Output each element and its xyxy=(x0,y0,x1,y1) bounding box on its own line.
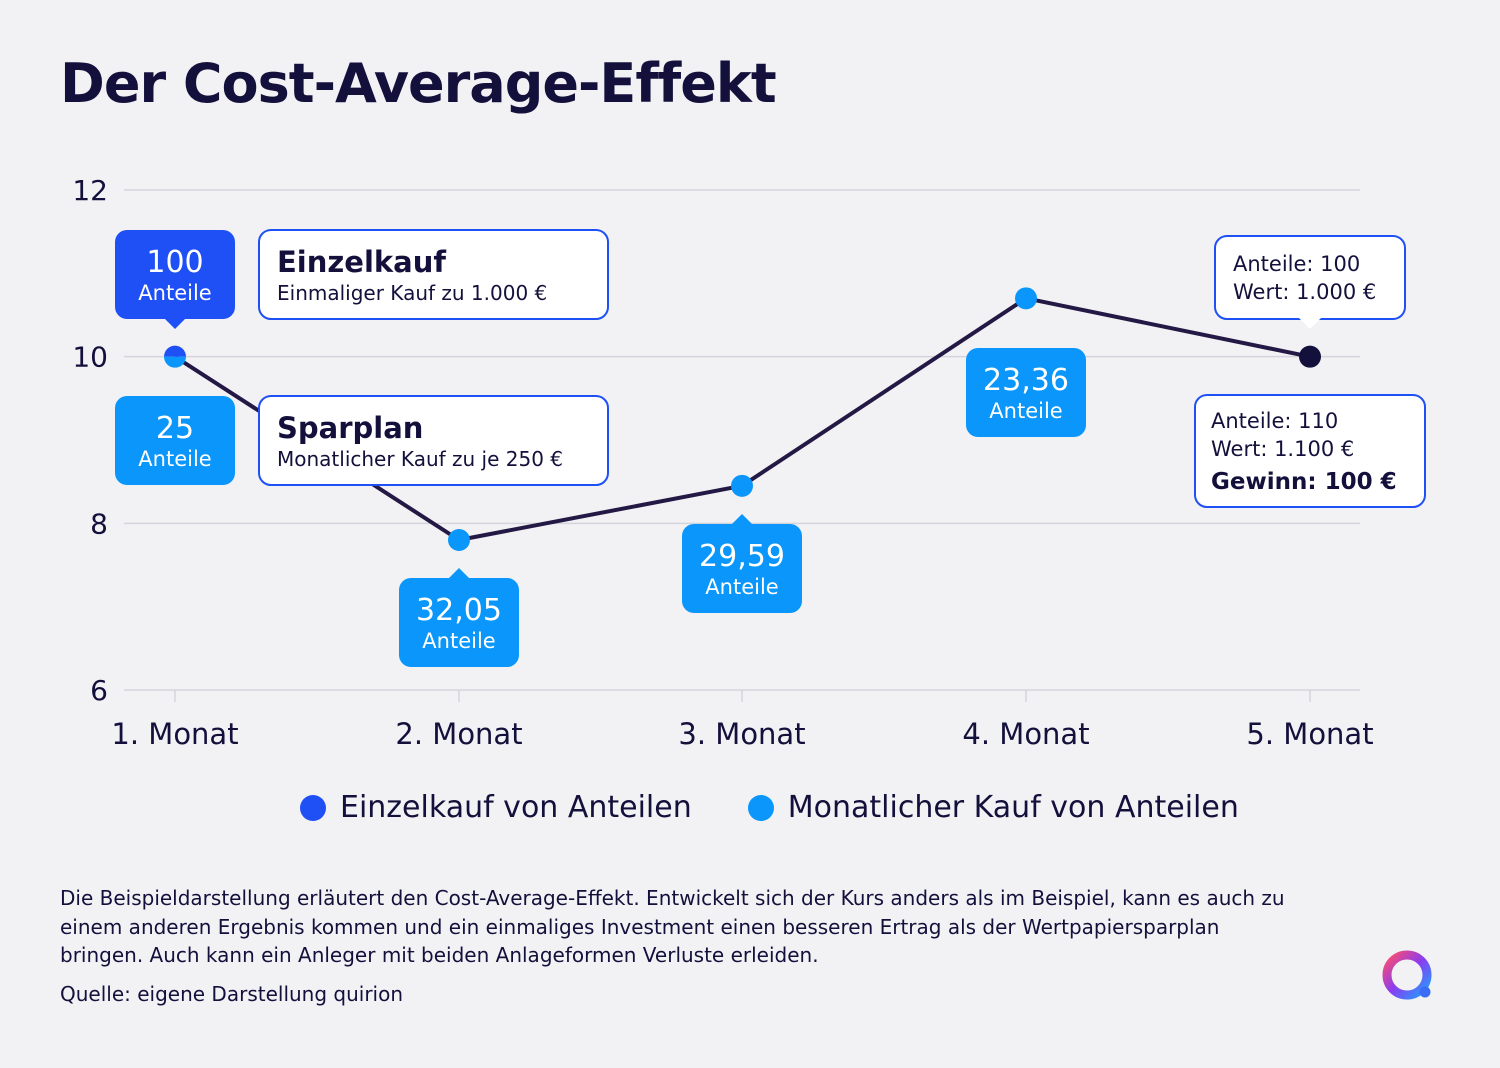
callout-pointer xyxy=(448,568,470,579)
result-box: Anteile: 110 Wert: 1.100 € Gewinn: 100 € xyxy=(1194,394,1426,508)
result-line: Wert: 1.100 € xyxy=(1211,437,1354,461)
share-value: 29,59 xyxy=(699,539,785,574)
point-monatlich xyxy=(1015,287,1037,310)
callout-box xyxy=(115,396,235,485)
y-tick-label: 12 xyxy=(72,174,108,207)
x-tick-label: 4. Monat xyxy=(962,717,1089,751)
share-label: Anteile xyxy=(138,447,211,471)
legend-marker-einzelkauf xyxy=(300,794,326,821)
callout-box xyxy=(682,524,802,613)
callout-box xyxy=(1214,235,1406,320)
callout-pointer xyxy=(164,318,186,329)
x-tick-label: 5. Monat xyxy=(1246,717,1373,751)
point-end xyxy=(1299,345,1321,368)
y-tick-label: 6 xyxy=(90,674,108,707)
info-box-frame xyxy=(258,229,609,320)
info-box-title: Einzelkauf xyxy=(277,245,446,279)
legend-label-monatlich: Monatlicher Kauf von Anteilen xyxy=(787,790,1239,825)
callout-pointer xyxy=(1299,318,1321,329)
legend-item-monatlich: Monatlicher Kauf von Anteilen xyxy=(747,790,1239,825)
share-label: Anteile xyxy=(989,399,1062,423)
source-note: Quelle: eigene Darstellung quirion xyxy=(60,982,404,1006)
point-einzelkauf xyxy=(164,345,186,357)
legend-label-einzelkauf: Einzelkauf von Anteilen xyxy=(340,790,692,825)
callout-box xyxy=(1194,394,1426,508)
result-box: Anteile: 100 Wert: 1.000 € xyxy=(1214,235,1406,329)
point-monatlich xyxy=(448,529,470,551)
share-value: 32,05 xyxy=(416,593,502,628)
share-label: Anteile xyxy=(422,629,495,653)
info-box-text: Einmaliger Kauf zu 1.000 € xyxy=(277,281,547,305)
quirion-logo-icon xyxy=(1382,950,1432,1000)
info-box-title: Sparplan xyxy=(277,411,423,445)
x-tick-label: 2. Monat xyxy=(395,717,522,751)
legend-item-einzelkauf: Einzelkauf von Anteilen xyxy=(300,790,692,825)
x-tick-label: 1. Monat xyxy=(111,717,238,751)
point-monatlich xyxy=(164,356,186,368)
share-value: 25 xyxy=(156,411,194,446)
disclaimer-note: Die Beispieldarstellung erläutert den Co… xyxy=(60,886,1285,967)
callout-pointer xyxy=(731,514,753,525)
callout-box xyxy=(115,230,235,319)
page-title: Der Cost-Average-Effekt xyxy=(60,52,777,115)
callout-box xyxy=(399,578,519,667)
callout-box xyxy=(966,348,1086,437)
legend-marker-monatlich xyxy=(747,794,774,821)
share-label: Anteile xyxy=(705,575,778,599)
result-line: Anteile: 100 xyxy=(1233,252,1360,276)
result-gain: Gewinn: 100 € xyxy=(1211,469,1397,495)
x-tick-label: 3. Monat xyxy=(678,717,805,751)
y-tick-label: 10 xyxy=(72,341,108,374)
share-label: Anteile xyxy=(138,281,211,305)
chart-legend: Einzelkauf von Anteilen Monatlicher Kauf… xyxy=(300,790,1239,825)
info-box-text: Monatlicher Kauf zu je 250 € xyxy=(277,447,563,471)
result-line: Anteile: 110 xyxy=(1211,409,1338,433)
y-tick-label: 8 xyxy=(90,507,108,540)
point-monatlich xyxy=(731,474,753,497)
result-line: Wert: 1.000 € xyxy=(1233,280,1376,304)
line-chart: 6 8 10 12 1. Monat 2. Monat 3. Monat 4. Monat 5.… xyxy=(72,174,1426,751)
share-value: 100 xyxy=(146,245,203,280)
info-box-frame xyxy=(258,395,609,486)
share-value: 23,36 xyxy=(983,363,1069,398)
